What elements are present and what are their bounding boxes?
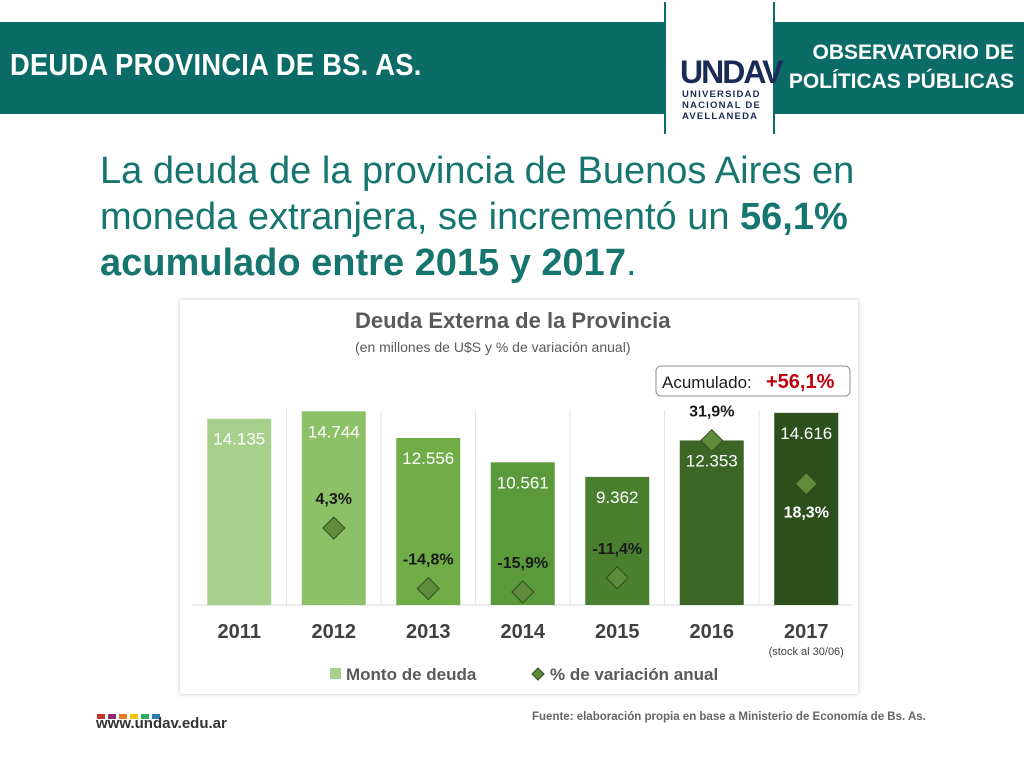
footer-square [119,714,127,719]
legend-label-bars: Monto de deuda [346,665,477,684]
bar [774,412,839,605]
pct-marker [605,566,629,590]
headline-highlight: 56,1% acumulado entre 2015 y 2017 [100,196,848,284]
bar-value-label: 14.744 [308,422,360,441]
category-note: (stock al 30/06) [769,646,844,658]
x-tick-label: 2016 [690,621,735,643]
pct-marker [794,472,818,496]
x-tick-label: 2015 [595,621,640,643]
debt-chart: Deuda Externa de la Provincia (en millone… [192,308,854,684]
bar-value-label: 12.556 [402,449,454,468]
bar-value-label: 9.362 [596,488,639,507]
footer-square [130,714,138,719]
footer-square [97,714,105,719]
annotation-label: Acumulado: [662,373,752,392]
pct-marker [322,516,346,540]
bar [679,440,744,605]
observatorio-line-2: POLÍTICAS PÚBLICAS [788,70,1014,93]
x-tick-label: 2013 [406,621,451,643]
pct-value-label: -14,8% [403,552,454,569]
pct-value-label: 18,3% [784,505,829,522]
pct-marker [700,428,724,453]
bar-value-label: 12.353 [686,451,738,470]
footer-color-squares [97,706,163,724]
chart-panel: Deuda Externa de la Provincia (en millone… [180,300,858,694]
logo-mark: UNDAV [680,54,783,90]
chart-title: Deuda Externa de la Provincia [355,308,671,333]
logo-line-2: NACIONAL DE [682,100,761,111]
pct-value-label: 31,9% [689,404,734,421]
footer-square [152,714,160,719]
pct-value-label: 4,3% [316,491,352,508]
bar [301,411,366,605]
observatorio-label: OBSERVATORIO DE POLÍTICAS PÚBLICAS [789,38,1014,96]
headline: La deuda de la provincia de Buenos Aires… [100,148,1000,286]
footer-url[interactable]: www.undav.edu.ar [96,715,227,732]
legend-marker-pct [531,667,545,681]
pct-marker [416,576,440,601]
headline-text: La deuda de la provincia de Buenos Aires… [100,150,855,238]
undav-logo: UNDAV UNIVERSIDAD NACIONAL DE AVELLANEDA [664,2,783,134]
x-tick-label: 2012 [312,621,357,643]
pct-value-label: -11,4% [592,541,642,558]
legend-label-pct: % de variación anual [550,665,718,684]
header-bar [0,22,1024,114]
footer-square [141,714,149,719]
footer-source: Fuente: elaboración propia en base a Min… [532,711,926,723]
bar-value-label: 14.135 [213,430,265,449]
x-tick-label: 2017 [784,621,829,643]
chart-subtitle: (en millones de U$S y % de variación anu… [355,339,630,355]
bar [207,418,272,605]
bar-value-label: 14.616 [780,424,832,443]
bar-value-label: 10.561 [497,473,549,492]
observatorio-line-1: OBSERVATORIO DE [812,41,1014,64]
headline-end: . [625,242,637,284]
pct-marker [511,580,535,604]
legend-swatch-bars [330,668,341,679]
pct-value-label: -15,9% [497,555,548,572]
x-tick-label: 2014 [501,621,546,643]
x-tick-label: 2011 [218,621,261,643]
logo-line-1: UNIVERSIDAD [682,89,761,100]
logo-line-3: AVELLANEDA [682,111,759,122]
annotation-value: +56,1% [766,371,835,393]
footer-square [108,714,116,719]
page-title: DEUDA PROVINCIA DE BS. AS. [10,47,422,82]
annotation-box [655,365,851,397]
